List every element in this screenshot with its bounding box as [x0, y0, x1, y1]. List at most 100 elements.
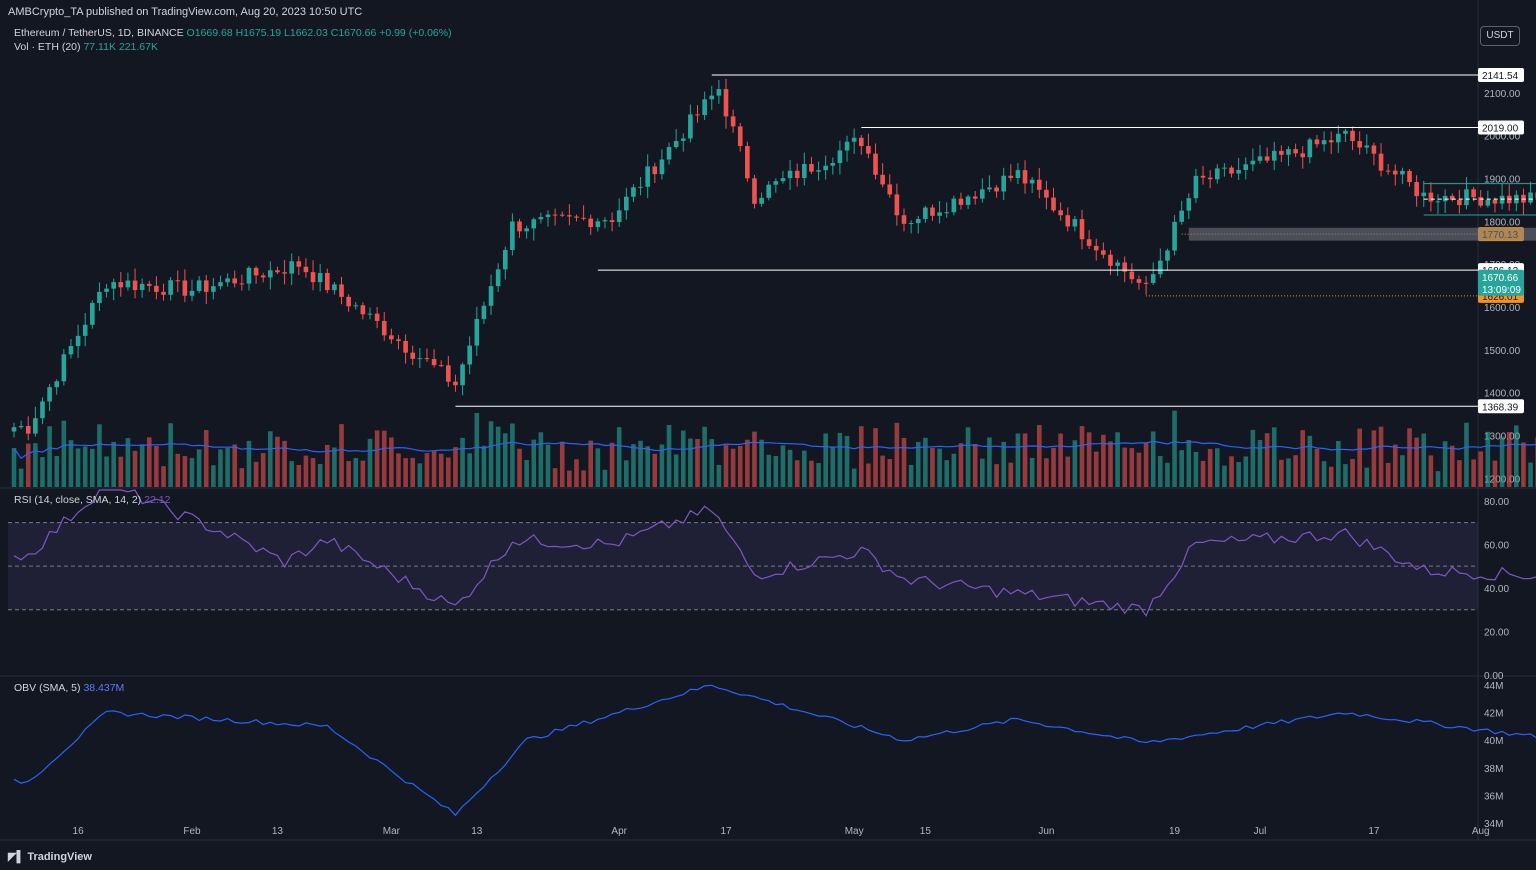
volume-bar	[880, 455, 885, 487]
obv-legend[interactable]: OBV (SMA, 5) 38.437M	[14, 682, 124, 694]
candle-body	[403, 340, 408, 353]
candle-body	[1051, 197, 1056, 211]
rsi-value: 22.12	[144, 494, 171, 506]
volume-bar	[410, 457, 416, 487]
currency-button[interactable]: USDT	[1480, 26, 1520, 46]
candle-body	[1229, 167, 1234, 174]
candle-body	[260, 275, 266, 278]
candle-body	[196, 280, 202, 291]
volume-bar	[1136, 452, 1142, 487]
volume-bar	[638, 440, 643, 487]
candle-body	[1471, 189, 1476, 198]
candle-body	[189, 290, 195, 296]
candle-body	[908, 223, 914, 225]
obv-tick-label: 40M	[1484, 736, 1503, 747]
candle-body	[524, 228, 529, 232]
volume-bar	[1442, 441, 1448, 487]
volume-bar	[1108, 441, 1113, 487]
candle-body	[773, 181, 779, 185]
candle-body	[182, 280, 188, 296]
time-tick-label: Jun	[1038, 826, 1054, 837]
tradingview-logo[interactable]: ◤▌ TradingView	[8, 850, 92, 863]
volume-bar	[275, 436, 280, 487]
volume-bar	[680, 430, 686, 487]
candle-body	[716, 89, 722, 96]
candle-body	[438, 365, 444, 367]
volume-bar	[588, 440, 594, 487]
volume-bar	[858, 426, 864, 487]
volume-bar	[296, 464, 302, 487]
volume-bar	[1378, 426, 1384, 487]
volume-bar	[118, 456, 124, 487]
volume-bar	[823, 433, 828, 487]
candle-body	[1250, 160, 1256, 165]
volume-bar	[944, 460, 950, 487]
volume-bar	[631, 444, 636, 487]
volume-bar	[830, 446, 836, 487]
volume-bar	[652, 453, 658, 487]
volume-bar	[923, 437, 928, 487]
volume-bar	[787, 449, 793, 487]
volume-bar	[424, 453, 430, 487]
volume-bar	[645, 446, 650, 487]
candle-body	[1158, 260, 1163, 275]
volume-bar	[837, 432, 843, 487]
volume-bar	[730, 448, 736, 487]
candle-body	[47, 387, 52, 402]
candle-body	[759, 197, 764, 204]
candle-body	[1136, 279, 1142, 283]
candle-body	[139, 283, 145, 291]
candle-body	[673, 140, 679, 148]
candle-body	[1428, 192, 1434, 202]
volume-bar	[1200, 460, 1206, 487]
candle-body	[517, 221, 522, 232]
volume-bar	[175, 453, 181, 487]
volume-bar	[1449, 445, 1455, 487]
volume-bar	[1072, 440, 1078, 487]
volume-bar	[908, 464, 914, 487]
volume-bar	[766, 454, 772, 487]
volume-bar	[1464, 422, 1469, 487]
volume-bar	[716, 464, 722, 487]
volume-bar	[225, 448, 230, 487]
rsi-legend[interactable]: RSI (14, close, SMA, 14, 2) 22.12	[14, 494, 170, 506]
volume-bar	[495, 426, 501, 487]
volume-bar	[303, 455, 309, 487]
candle-body	[381, 320, 387, 336]
candle-body	[310, 272, 316, 283]
candle-body	[332, 284, 337, 291]
volume-bar	[1506, 432, 1512, 487]
candle-body	[1108, 254, 1113, 266]
candle-body	[82, 324, 88, 336]
obv-tick-label: 34M	[1484, 819, 1503, 830]
candle-body	[1101, 250, 1106, 255]
candle-body	[1093, 245, 1099, 251]
candle-body	[1464, 189, 1469, 206]
volume-bar	[1150, 431, 1156, 487]
volume-bar	[360, 460, 366, 487]
candle-body	[346, 296, 351, 307]
volume-bar	[111, 441, 116, 487]
volume-bar	[1328, 466, 1334, 487]
volume-bar	[82, 446, 88, 487]
volume-label: Vol · ETH (20)	[14, 41, 81, 53]
symbol-legend[interactable]: Ethereum / TetherUS, 1D, BINANCE O1669.6…	[14, 27, 452, 39]
price-tick-label: 1800.00	[1484, 217, 1521, 228]
level-label: 2019.00	[1482, 124, 1519, 135]
volume-bar	[901, 437, 907, 487]
volume-bar	[1179, 450, 1184, 487]
candle-body	[232, 278, 238, 284]
volume-bar	[1058, 433, 1063, 487]
candle-body	[203, 280, 209, 292]
candle-body	[602, 220, 608, 222]
volume-legend[interactable]: Vol · ETH (20) 77.11K 221.67K	[14, 41, 158, 53]
candle-body	[1321, 140, 1327, 145]
volume-bar	[1129, 448, 1135, 487]
candle-body	[90, 303, 95, 325]
candle-body	[460, 364, 465, 386]
candle-body	[816, 170, 821, 172]
candle-body	[958, 198, 964, 205]
candle-body	[303, 266, 309, 273]
candle-body	[723, 89, 729, 117]
